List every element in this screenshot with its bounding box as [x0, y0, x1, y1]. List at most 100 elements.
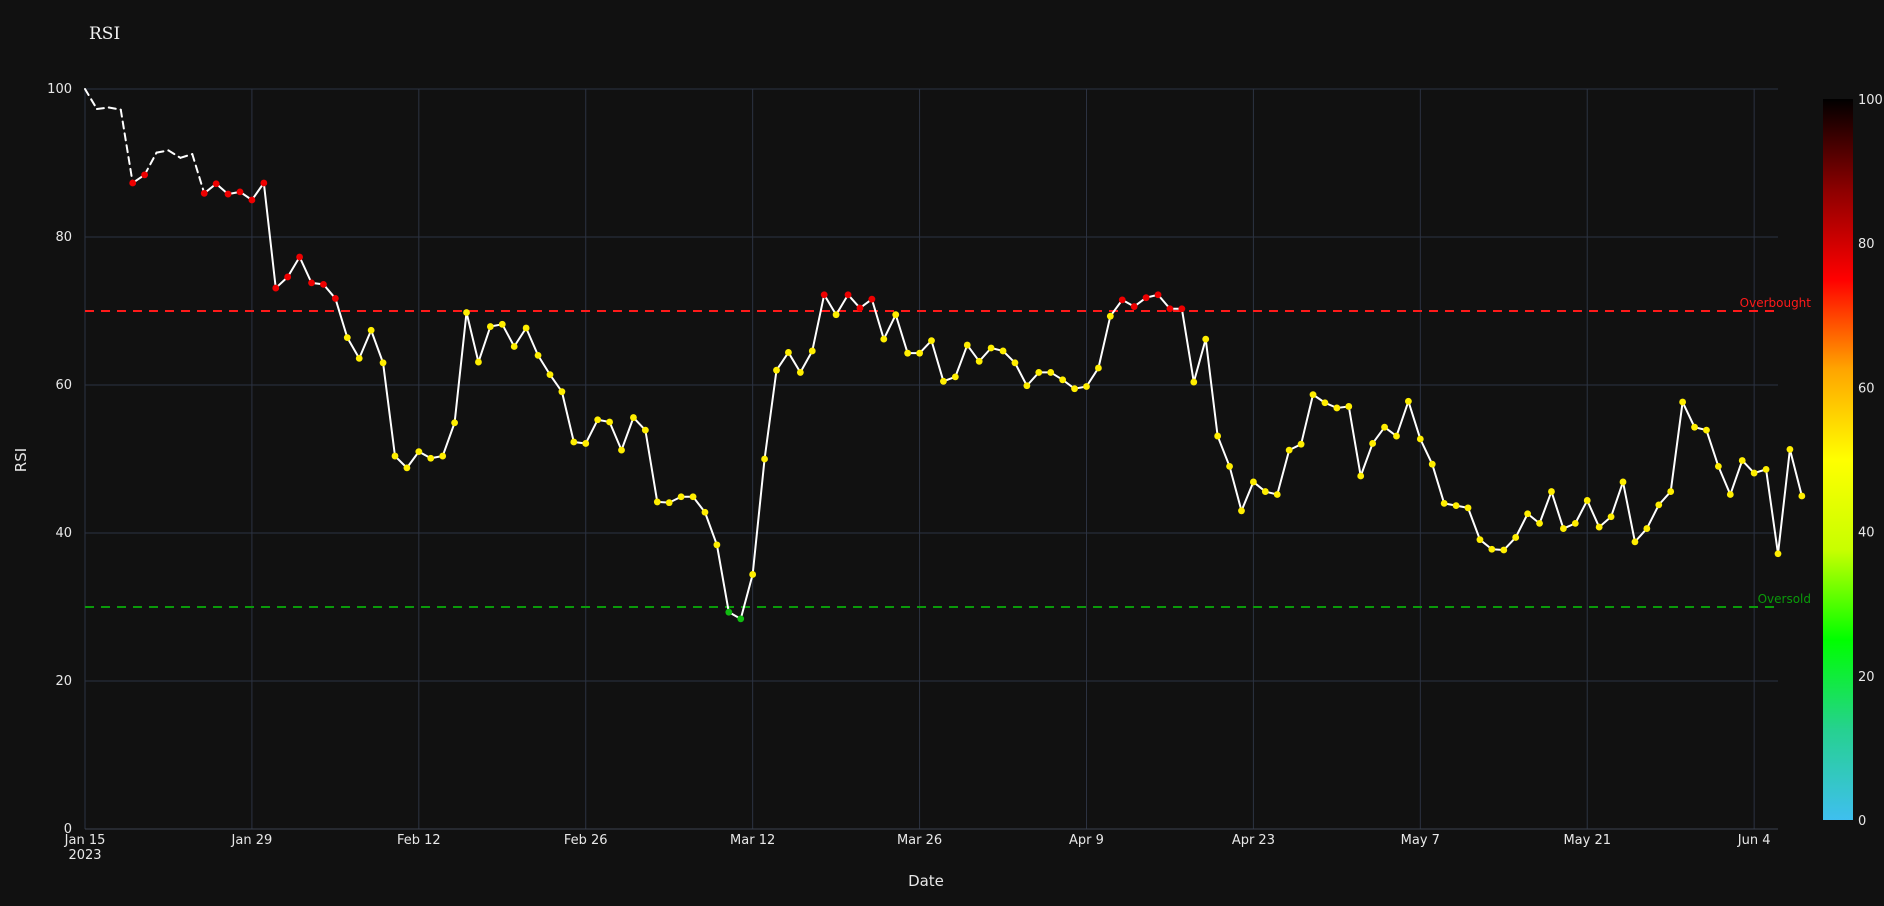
- rsi-line-segment: [584, 418, 599, 445]
- rsi-line-segment: [262, 181, 277, 290]
- rsi-point: [940, 377, 947, 385]
- rsi-point: [236, 188, 244, 196]
- rsi-line-segment: [453, 311, 468, 424]
- rsi-point: [1559, 525, 1567, 532]
- colorbar-tick-label: 100: [1858, 93, 1883, 108]
- rsi-line-segment: [537, 354, 551, 376]
- rsi-point: [785, 349, 792, 356]
- rsi-point: [951, 373, 959, 381]
- rsi-line-segment: [1395, 400, 1410, 438]
- rsi-point: [725, 608, 733, 616]
- rsi-line-segment: [1359, 442, 1374, 478]
- rsi-point: [987, 344, 995, 352]
- rsi-point: [355, 354, 363, 362]
- y-tick-label: 80: [55, 230, 72, 245]
- rsi-point: [1309, 391, 1317, 399]
- rsi-line-segment: [1777, 448, 1791, 555]
- rsi-line-segment: [1550, 490, 1565, 530]
- rsi-point: [713, 541, 721, 549]
- rsi-line-segment: [1192, 338, 1207, 384]
- rsi-point: [391, 452, 399, 460]
- rsi-line-segment: [525, 327, 540, 357]
- rsi-point: [510, 343, 518, 350]
- rsi-line-segment: [1514, 512, 1529, 539]
- rsi-point: [1202, 335, 1210, 343]
- rsi-line-segment: [382, 361, 396, 458]
- rsi-point: [1285, 446, 1293, 454]
- rsi-line-segment: [286, 255, 301, 278]
- rsi-point: [999, 347, 1007, 355]
- rsi-point: [1297, 440, 1305, 448]
- rsi-point: [1047, 369, 1055, 376]
- rsi-point: [1548, 488, 1555, 495]
- rsi-point: [1655, 501, 1663, 509]
- rsi-point: [594, 416, 602, 424]
- rsi-point: [1762, 465, 1770, 473]
- rsi-point: [1071, 385, 1078, 393]
- rsi-line-segment: [1276, 449, 1291, 496]
- colorbar-tick-label: 20: [1858, 670, 1875, 685]
- rsi-line-segment: [1180, 307, 1195, 384]
- x-tick-label: May 21: [1563, 833, 1611, 848]
- x-tick-sublabel: 2023: [68, 848, 101, 863]
- rsi-line-segment: [1228, 465, 1243, 512]
- rsi-point: [1357, 472, 1365, 480]
- rsi-point: [582, 440, 590, 447]
- rsi-point: [463, 309, 470, 316]
- rsi-point: [248, 196, 256, 204]
- rsi-point: [1369, 440, 1377, 447]
- rsi-point: [308, 279, 315, 287]
- rsi-point: [677, 493, 685, 501]
- rsi-point: [1631, 538, 1639, 546]
- rsi-line-segment: [1419, 438, 1434, 466]
- rsi-point: [892, 311, 900, 319]
- rsi-point: [701, 508, 709, 516]
- rsi-point: [916, 349, 923, 357]
- rsi-point: [641, 426, 649, 434]
- rsi-line-segment: [1788, 448, 1803, 497]
- rsi-point: [808, 347, 816, 355]
- rsi-point: [1643, 525, 1651, 532]
- rsi-line-segment: [751, 458, 766, 576]
- rsi-point: [320, 280, 327, 288]
- x-tick-label: Jan 15: [64, 833, 106, 848]
- rsi-line-segment: [548, 373, 563, 393]
- rsi-line-segment: [1669, 401, 1684, 493]
- rsi-point: [1774, 550, 1782, 558]
- rsi-line-segment: [1645, 503, 1660, 530]
- rsi-point: [451, 419, 458, 427]
- rsi-line-segment: [370, 329, 385, 364]
- rsi-point: [1691, 423, 1698, 431]
- rsi-point: [1726, 491, 1734, 498]
- rsi-point: [689, 493, 697, 501]
- rsi-point: [1440, 500, 1448, 507]
- rsi-point: [665, 499, 673, 507]
- rsi-line-segment: [715, 543, 730, 614]
- rsi-point: [570, 438, 578, 446]
- rsi-point: [498, 320, 506, 328]
- rsi-point: [224, 190, 232, 198]
- y-axis-title: RSI: [12, 448, 30, 472]
- x-tick-label: Mar 26: [897, 833, 942, 848]
- rsi-point: [415, 448, 423, 455]
- rsi-point: [1142, 294, 1150, 302]
- rsi-line-segment: [1240, 480, 1255, 512]
- rsi-point: [1130, 303, 1138, 310]
- rsi-point: [1345, 403, 1353, 410]
- rsi-line-segment: [1013, 361, 1028, 387]
- rsi-line-segment: [95, 106, 110, 110]
- rsi-line-segment: [1574, 499, 1589, 525]
- threshold-label-oversold: Oversold: [1758, 592, 1811, 606]
- rsi-point: [1405, 397, 1412, 405]
- rsi-line-segment: [1431, 463, 1446, 505]
- rsi-line-segment: [644, 429, 659, 503]
- rsi-point: [1059, 376, 1067, 384]
- rsi-point: [1261, 488, 1269, 495]
- rsi-line-segment: [358, 329, 373, 360]
- rsi-point: [1500, 546, 1508, 554]
- y-tick-label: 100: [47, 82, 72, 97]
- rsi-line-segment: [155, 149, 170, 154]
- rsi-line-segment: [513, 327, 528, 348]
- rsi-line-segment: [250, 181, 265, 201]
